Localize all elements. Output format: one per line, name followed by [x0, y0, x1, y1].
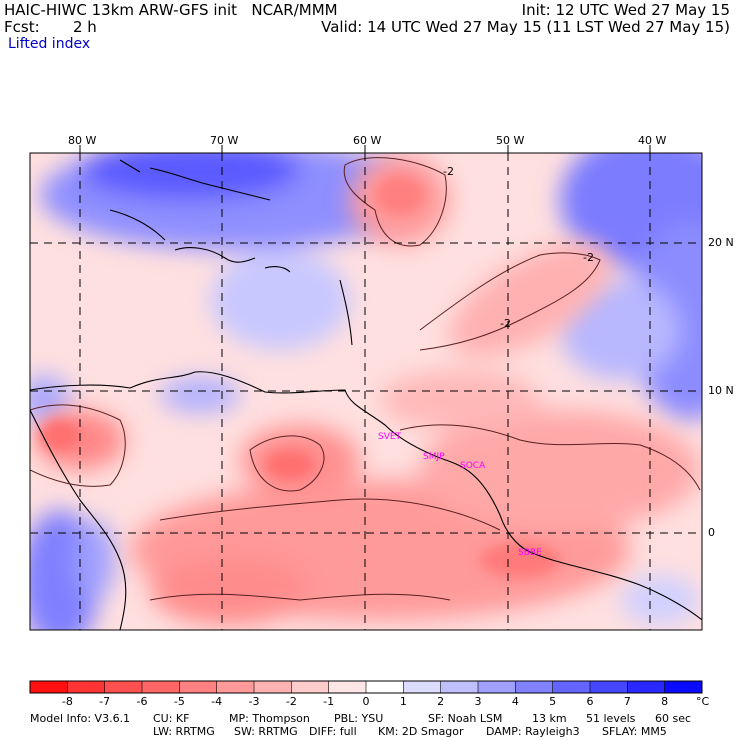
footer-timestep: 60 sec: [655, 712, 692, 725]
lon-ticks: [79, 145, 651, 153]
colorbar-unit: °C: [696, 695, 710, 708]
footer-damp: DAMP: Rayleigh3: [486, 725, 580, 738]
lat-label-20n: 20 N: [708, 236, 734, 249]
colorbar-swatch: [328, 681, 367, 693]
valid-time: Valid: 14 UTC Wed 27 May 15 (11 LST Wed …: [321, 18, 730, 36]
station-svet: SVET: [378, 432, 402, 442]
forecast-label: Fcst:: [4, 18, 40, 36]
colorbar: [29, 680, 703, 694]
colorbar-tick-label: -3: [248, 695, 260, 708]
lon-label-50w: 50 W: [496, 134, 525, 147]
colorbar-swatch: [179, 681, 218, 693]
colorbar-tick-label: -1: [323, 695, 335, 708]
contours: [30, 157, 701, 601]
colorbar-swatch: [30, 681, 68, 693]
colorbar-swatch: [403, 681, 442, 693]
colorbar-swatch: [590, 681, 628, 693]
colorbar-swatch: [664, 681, 703, 693]
footer-diff: DIFF: full: [309, 725, 357, 738]
colorbar-swatch: [254, 681, 292, 693]
colorbar-swatch: [67, 681, 106, 693]
footer-mp: MP: Thompson: [229, 712, 310, 725]
colorbar-swatch: [366, 681, 404, 693]
lon-label-80w: 80 W: [68, 134, 97, 147]
colorbar-tick-label: -6: [136, 695, 148, 708]
colorbar-tick-label: -7: [99, 695, 111, 708]
footer-km: KM: 2D Smagor: [378, 725, 464, 738]
colorbar-tick-label: 8: [661, 695, 669, 708]
coastlines: [30, 159, 702, 630]
forecast-hour: 2 h: [73, 18, 97, 36]
contour-label: -2: [500, 317, 511, 330]
contour-label: -2: [583, 251, 594, 264]
footer-sflay: SFLAY: MM5: [602, 725, 667, 738]
colorbar-swatch: [216, 681, 255, 693]
colorbar-swatch: [478, 681, 516, 693]
colorbar-tick-label: 4: [511, 695, 519, 708]
shaded-field: [30, 153, 702, 630]
footer-cu: CU: KF: [153, 712, 190, 725]
init-time: Init: 12 UTC Wed 27 May 15: [521, 1, 730, 19]
colorbar-tick-label: -8: [61, 695, 73, 708]
colorbar-swatch: [515, 681, 554, 693]
station-smjp: SMJP: [423, 452, 445, 462]
colorbar-tick-label: 3: [474, 695, 482, 708]
footer-levels: 51 levels: [586, 712, 636, 725]
footer-model-info: Model Info: V3.6.1: [30, 712, 131, 725]
footer-resolution: 13 km: [532, 712, 567, 725]
colorbar-tick-label: -2: [285, 695, 297, 708]
map-title: HAIC-HIWC 13km ARW-GFS init NCAR/MMM: [4, 1, 338, 19]
lon-label-70w: 70 W: [210, 134, 239, 147]
contour-label: -2: [443, 165, 454, 178]
colorbar-tick-label: 5: [549, 695, 557, 708]
colorbar-tick-label: 0: [362, 695, 370, 708]
station-soca: SOCA: [460, 461, 486, 471]
colorbar-tick-label: -5: [173, 695, 185, 708]
lon-label-60w: 60 W: [353, 134, 382, 147]
lat-label-0: 0: [708, 526, 715, 539]
colorbar-swatch: [552, 681, 591, 693]
colorbar-swatch: [291, 681, 330, 693]
lat-label-10n: 10 N: [708, 384, 734, 397]
colorbar-tick-label: 1: [399, 695, 407, 708]
footer-sw: SW: RRTMG: [234, 725, 298, 738]
lon-label-40w: 40 W: [638, 134, 667, 147]
colorbar-swatch: [627, 681, 666, 693]
colorbar-tick-label: 7: [623, 695, 631, 708]
colorbar-swatch: [142, 681, 180, 693]
station-sbbe: SBBE: [518, 548, 542, 558]
footer-lw: LW: RRTMG: [153, 725, 215, 738]
graticule: [30, 153, 702, 630]
colorbar-tick-label: 6: [586, 695, 594, 708]
colorbar-tick-label: -4: [211, 695, 223, 708]
footer-sf: SF: Noah LSM: [428, 712, 503, 725]
colorbar-swatch: [440, 681, 479, 693]
colorbar-tick-label: 2: [437, 695, 445, 708]
field-name: Lifted index: [8, 36, 91, 52]
colorbar-swatch: [104, 681, 143, 693]
footer-pbl: PBL: YSU: [334, 712, 384, 725]
